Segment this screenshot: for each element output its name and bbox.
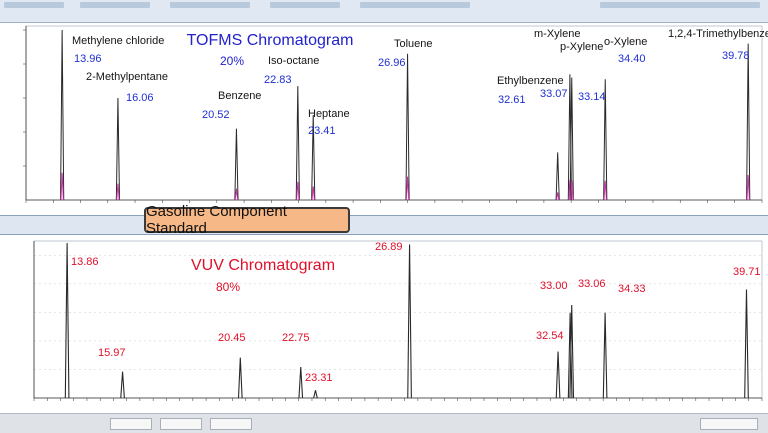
peak-name-label: o-Xylene bbox=[604, 36, 647, 48]
vuv-software-toolbar[interactable] bbox=[0, 215, 768, 235]
peak-trace-secondary bbox=[234, 188, 239, 201]
bottom-control[interactable] bbox=[210, 418, 252, 430]
retention-time-label: 23.31 bbox=[305, 372, 333, 384]
retention-time-label: 23.41 bbox=[308, 125, 336, 137]
plot-area bbox=[33, 240, 763, 399]
peak bbox=[569, 304, 575, 399]
retention-time-label: 34.40 bbox=[618, 53, 646, 65]
bottom-control-bar[interactable] bbox=[0, 413, 768, 433]
peak-trace-secondary bbox=[555, 192, 560, 201]
peak-trace-secondary bbox=[570, 180, 574, 201]
peak bbox=[746, 43, 751, 201]
vuv-chart: VUV Chromatogram 80% 13.86 15.97 20.45 22.75 2… bbox=[33, 240, 763, 401]
peak-name-label: Ethylbenzene bbox=[497, 75, 564, 87]
peak bbox=[313, 390, 318, 399]
retention-time-label: 15.97 bbox=[98, 347, 126, 359]
toolbar-group[interactable] bbox=[4, 2, 64, 8]
bottom-control[interactable] bbox=[160, 418, 202, 430]
retention-time-label: 16.06 bbox=[126, 92, 154, 104]
peak bbox=[405, 53, 410, 201]
chart-subtitle: 80% bbox=[216, 280, 240, 294]
toolbar-group[interactable] bbox=[600, 2, 760, 8]
peak bbox=[602, 312, 608, 399]
peak-name-label: Heptane bbox=[308, 108, 350, 120]
peak-trace-secondary bbox=[746, 174, 750, 201]
peak bbox=[234, 128, 239, 201]
peak bbox=[60, 29, 65, 201]
peak bbox=[407, 244, 412, 399]
peak bbox=[120, 371, 125, 399]
chart-subtitle: 20% bbox=[220, 54, 244, 68]
retention-time-label: 33.07 bbox=[540, 88, 568, 100]
peak-trace-secondary bbox=[296, 181, 300, 201]
peak bbox=[298, 366, 304, 399]
peak bbox=[295, 86, 300, 201]
retention-time-label: 39.71 bbox=[733, 266, 761, 278]
peak bbox=[603, 79, 608, 201]
peak bbox=[237, 357, 243, 399]
peak-name-label: 1,2,4-Trimethylbenzene bbox=[668, 28, 768, 40]
retention-time-label: 33.06 bbox=[578, 278, 606, 290]
chart-title: TOFMS Chromatogram bbox=[187, 32, 354, 49]
retention-time-label: 22.83 bbox=[264, 74, 292, 86]
peak-trace-secondary bbox=[311, 186, 315, 201]
peak-trace-secondary bbox=[116, 183, 120, 201]
peak-name-label: Benzene bbox=[218, 90, 261, 102]
retention-time-label: 13.96 bbox=[74, 53, 102, 65]
peak bbox=[555, 152, 560, 201]
retention-time-label: 33.14 bbox=[578, 91, 606, 103]
toolbar-group[interactable] bbox=[270, 2, 340, 8]
peak bbox=[115, 97, 121, 201]
peak-name-label: m-Xylene bbox=[534, 28, 580, 40]
toolbar-group[interactable] bbox=[360, 2, 470, 8]
retention-time-label: 32.54 bbox=[536, 330, 564, 342]
retention-time-label: 33.00 bbox=[540, 280, 568, 292]
banner-text: Gasoline Component Standard bbox=[146, 203, 287, 237]
peak-trace-secondary bbox=[405, 176, 410, 201]
chart-title: VUV Chromatogram bbox=[191, 257, 335, 274]
plot-area bbox=[25, 25, 763, 201]
retention-time-label: 34.33 bbox=[618, 283, 646, 295]
peak-name-label: 2-Methylpentane bbox=[86, 71, 168, 83]
retention-time-label: 20.52 bbox=[202, 109, 230, 121]
bottom-control[interactable] bbox=[110, 418, 152, 430]
peak-trace-secondary bbox=[60, 172, 64, 201]
peak-trace-secondary bbox=[603, 180, 607, 201]
retention-time-label: 26.96 bbox=[378, 57, 406, 69]
peak bbox=[311, 114, 316, 201]
peak-name-label: Methylene chloride bbox=[72, 35, 164, 47]
peak bbox=[744, 289, 749, 399]
retention-time-label: 26.89 bbox=[375, 241, 403, 253]
peak bbox=[569, 77, 574, 201]
peak bbox=[555, 351, 561, 399]
peak-name-label: Iso-octane bbox=[268, 55, 319, 67]
retention-time-label: 13.86 bbox=[71, 256, 99, 268]
peak-name-label: Toluene bbox=[394, 38, 433, 50]
toolbar-group[interactable] bbox=[80, 2, 150, 8]
retention-time-label: 39.78 bbox=[722, 50, 750, 62]
retention-time-label: 20.45 bbox=[218, 332, 246, 344]
peak bbox=[64, 242, 70, 399]
tofms-chart: TOFMS Chromatogram 20% Methylene chloride 1… bbox=[23, 25, 768, 203]
retention-time-label: 22.75 bbox=[282, 332, 310, 344]
peak bbox=[567, 312, 573, 399]
software-toolbar[interactable] bbox=[0, 0, 768, 23]
gasoline-standard-banner: Gasoline Component Standard bbox=[144, 203, 350, 237]
retention-time-label: 32.61 bbox=[498, 94, 526, 106]
bottom-control[interactable] bbox=[700, 418, 758, 430]
peak-name-label: p-Xylene bbox=[560, 41, 603, 53]
toolbar-group[interactable] bbox=[170, 2, 250, 8]
